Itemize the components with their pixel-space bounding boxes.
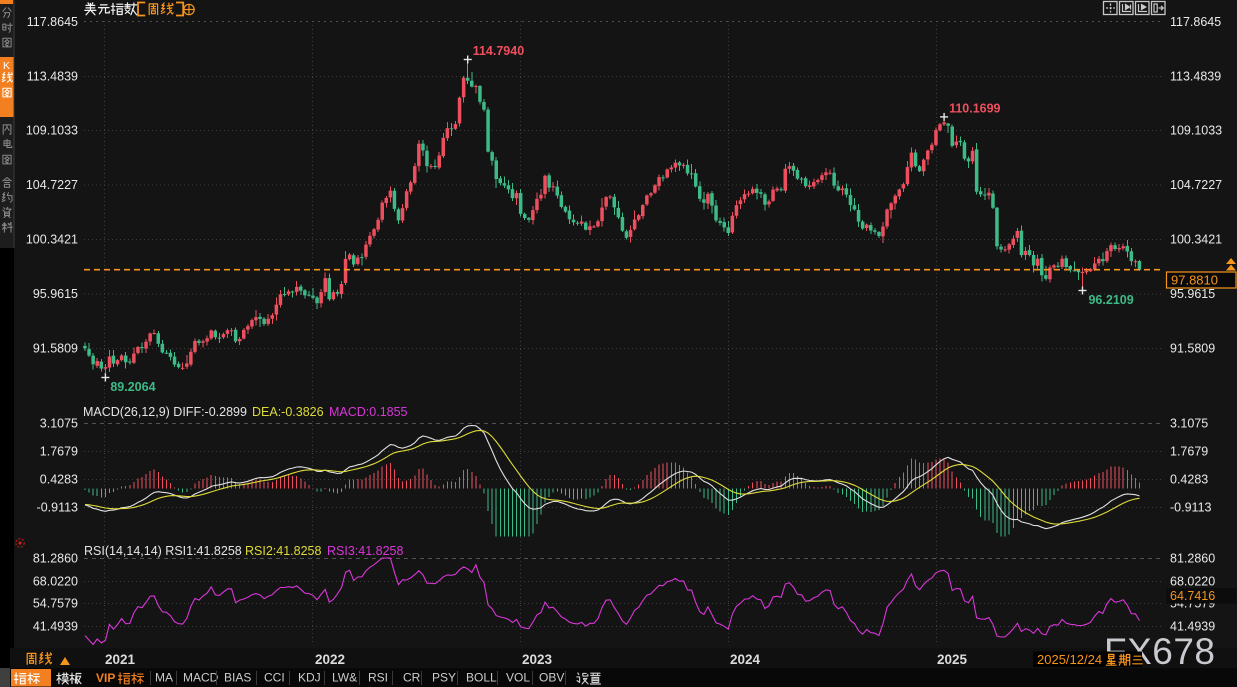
svg-text:VOL: VOL	[506, 671, 530, 685]
svg-text:MA: MA	[155, 671, 173, 685]
svg-text:CCI: CCI	[264, 671, 285, 685]
svg-text:2022: 2022	[315, 652, 345, 667]
svg-text:2023: 2023	[522, 652, 553, 667]
svg-text:MACD:0.1855: MACD:0.1855	[329, 405, 408, 419]
svg-text:2025: 2025	[937, 652, 968, 667]
svg-text:3.1075: 3.1075	[1170, 417, 1208, 431]
svg-text:89.2064: 89.2064	[110, 380, 155, 394]
svg-text:41.4939: 41.4939	[1170, 620, 1215, 634]
svg-text:RSI3:41.8258: RSI3:41.8258	[327, 544, 403, 558]
svg-text:BIAS: BIAS	[224, 671, 251, 685]
svg-text:-0.9113: -0.9113	[37, 501, 79, 515]
svg-text:81.2860: 81.2860	[1170, 552, 1215, 566]
svg-text:MACD: MACD	[183, 671, 219, 685]
svg-text:96.2109: 96.2109	[1088, 293, 1133, 307]
svg-text:1.7679: 1.7679	[40, 445, 78, 459]
svg-text:41.4939: 41.4939	[33, 620, 78, 634]
svg-text:104.7227: 104.7227	[26, 178, 78, 192]
svg-text:91.5809: 91.5809	[1170, 342, 1215, 356]
svg-text:RSI2:41.8258: RSI2:41.8258	[245, 544, 321, 558]
svg-text:97.8810: 97.8810	[1171, 273, 1218, 288]
svg-text:68.0220: 68.0220	[33, 575, 78, 589]
svg-text:100.3421: 100.3421	[1170, 233, 1222, 247]
svg-text:2024: 2024	[730, 652, 761, 667]
svg-text:104.7227: 104.7227	[1170, 178, 1222, 192]
svg-text:100.3421: 100.3421	[26, 233, 78, 247]
svg-text:68.0220: 68.0220	[1170, 575, 1215, 589]
svg-text:MACD(26,12,9) DIFF:-0.2899: MACD(26,12,9) DIFF:-0.2899	[83, 405, 247, 419]
svg-text:K: K	[3, 60, 10, 72]
svg-text:114.7940: 114.7940	[473, 44, 524, 58]
svg-text:LW&: LW&	[332, 671, 357, 685]
svg-text:2021: 2021	[105, 652, 136, 667]
svg-text:109.1033: 109.1033	[26, 124, 78, 138]
svg-text:110.1699: 110.1699	[949, 101, 1000, 115]
svg-text:95.9615: 95.9615	[1170, 287, 1215, 301]
svg-text:113.4839: 113.4839	[1170, 69, 1221, 83]
svg-text:117.8645: 117.8645	[1170, 15, 1221, 29]
svg-text:-0.9113: -0.9113	[1170, 501, 1212, 515]
svg-text:0.4283: 0.4283	[1170, 473, 1208, 487]
svg-text:2025/12/24: 2025/12/24	[1037, 652, 1102, 667]
svg-text:PSY: PSY	[432, 671, 456, 685]
svg-text:0.4283: 0.4283	[40, 473, 78, 487]
svg-text:KDJ: KDJ	[298, 671, 321, 685]
svg-text:DEA:-0.3826: DEA:-0.3826	[252, 405, 324, 419]
svg-text:3.1075: 3.1075	[40, 417, 78, 431]
svg-text:64.7416: 64.7416	[1170, 589, 1215, 603]
svg-text:54.7579: 54.7579	[33, 597, 78, 611]
svg-text:117.8645: 117.8645	[27, 15, 78, 29]
svg-text:113.4839: 113.4839	[27, 69, 78, 83]
svg-text:RSI: RSI	[368, 671, 388, 685]
svg-text:CR: CR	[403, 671, 421, 685]
svg-text:RSI(14,14,14) RSI1:41.8258: RSI(14,14,14) RSI1:41.8258	[84, 544, 242, 558]
svg-text:1.7679: 1.7679	[1170, 445, 1208, 459]
svg-text:81.2860: 81.2860	[33, 552, 78, 566]
svg-text:109.1033: 109.1033	[1170, 124, 1222, 138]
svg-text:VIP: VIP	[96, 671, 115, 685]
svg-text:91.5809: 91.5809	[33, 342, 78, 356]
svg-text:OBV: OBV	[539, 671, 564, 685]
svg-text:95.9615: 95.9615	[33, 287, 78, 301]
svg-text:BOLL: BOLL	[466, 671, 497, 685]
